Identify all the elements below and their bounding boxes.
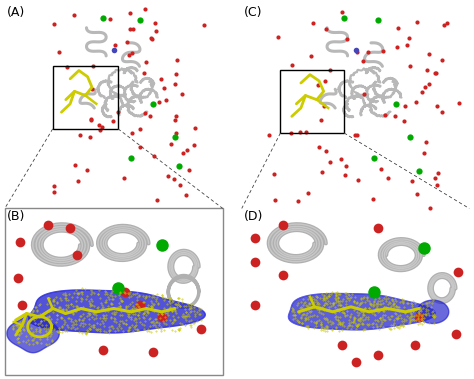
Bar (281, 70, 344, 133)
Text: (C): (C) (244, 6, 263, 19)
Polygon shape (28, 290, 205, 333)
Polygon shape (7, 314, 59, 353)
Polygon shape (417, 300, 449, 324)
Text: (A): (A) (7, 6, 25, 19)
Polygon shape (289, 293, 435, 330)
Bar (53, 66, 118, 129)
Text: (D): (D) (244, 210, 264, 223)
Text: (B): (B) (7, 210, 25, 223)
